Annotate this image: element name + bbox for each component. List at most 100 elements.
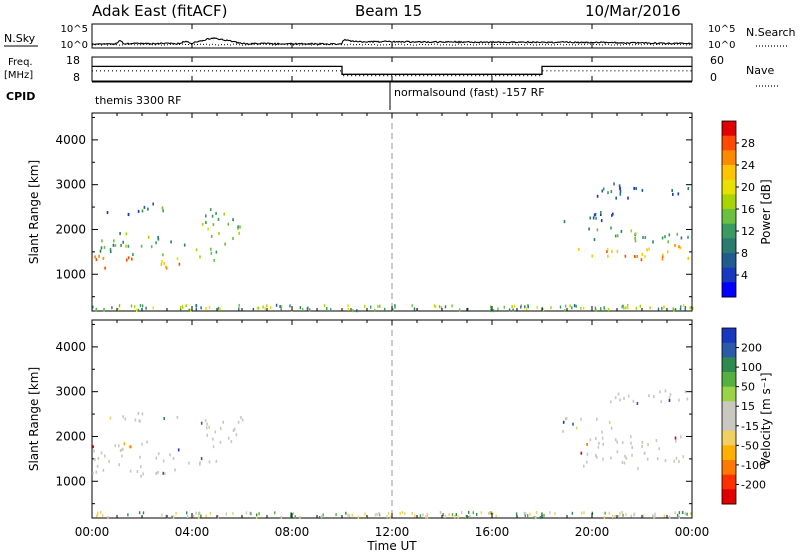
scatter-point: [205, 214, 207, 218]
scatter-point: [139, 304, 142, 308]
scatter-point: [232, 429, 235, 432]
scatter-point: [603, 307, 606, 311]
scatter-point: [141, 442, 143, 446]
scatter-point: [610, 426, 613, 430]
scatter-point: [630, 435, 632, 439]
scatter-point: [120, 243, 122, 247]
scatter-point: [606, 250, 608, 253]
scatter-point: [96, 514, 98, 518]
scatter-point: [618, 184, 621, 188]
scatter-point: [642, 514, 645, 518]
scatter-point: [164, 472, 166, 476]
colorbar-tick-label: -100: [741, 459, 766, 472]
scatter-point: [96, 513, 99, 517]
site-title: Adak East (fitACF): [92, 2, 227, 20]
scatter-point: [195, 248, 198, 252]
scatter-point: [102, 256, 105, 260]
scatter-point: [592, 216, 595, 220]
freq-left-label-1: Freq.: [8, 57, 33, 68]
nave-line: [92, 70, 692, 77]
scatter-point: [185, 304, 187, 308]
scatter-point: [162, 253, 164, 257]
scatter-point: [256, 306, 259, 310]
scatter-point: [630, 514, 632, 518]
scatter-point: [237, 420, 240, 424]
scatter-point: [658, 447, 660, 451]
scatter-point: [630, 229, 633, 233]
scatter-point: [374, 513, 377, 517]
scatter-point: [279, 305, 281, 308]
scatter-point: [199, 255, 201, 259]
scatter-point: [106, 211, 109, 214]
scatter-point: [163, 417, 165, 420]
scatter-point: [583, 511, 585, 515]
scatter-point: [488, 512, 490, 516]
scatter-point: [142, 511, 145, 515]
scatter-point: [170, 240, 172, 244]
scatter-point: [619, 189, 622, 193]
scatter-point: [595, 437, 597, 441]
scatter-point: [200, 514, 202, 518]
scatter-point: [274, 511, 276, 515]
scatter-point: [137, 308, 140, 312]
scatter-point: [644, 236, 647, 240]
scatter-point: [559, 305, 562, 309]
scatter-point: [335, 513, 337, 517]
scatter-point: [109, 250, 112, 254]
colorbar-tick-label: 100: [741, 361, 762, 374]
freq-left-tick-bottom: 8: [73, 71, 80, 84]
frequency-line: [92, 65, 692, 75]
scatter-point: [210, 251, 213, 255]
scatter-point: [215, 250, 218, 254]
scatter-point: [646, 457, 649, 461]
scatter-point: [586, 452, 589, 456]
scatter-point: [307, 306, 309, 310]
scatter-point: [379, 304, 381, 308]
scatter-point: [633, 513, 635, 517]
scatter-point: [572, 422, 574, 426]
scatter-point: [621, 305, 623, 309]
scatter-point: [182, 305, 184, 309]
scatter-point: [378, 511, 380, 515]
scatter-point: [668, 399, 671, 402]
scatter-point: [467, 516, 470, 519]
scatter-point: [457, 515, 459, 519]
scatter-point: [206, 433, 208, 437]
scatter-point: [219, 427, 222, 431]
scatter-point: [103, 308, 105, 311]
scatter-point: [103, 245, 106, 249]
scatter-point: [299, 515, 301, 519]
scatter-point: [113, 239, 115, 243]
noise-left-label: N.Sky: [4, 32, 36, 45]
scatter-point: [374, 309, 376, 312]
x-tick-label: 20:00: [575, 525, 610, 539]
colorbar-segment: [722, 238, 736, 254]
scatter-point: [199, 511, 201, 515]
scatter-point: [200, 306, 202, 310]
scatter-point: [508, 308, 511, 312]
colorbar-tick-label: 8: [741, 247, 748, 260]
scatter-point: [640, 258, 643, 262]
cpid-segment-2: normalsound (fast) -157 RF: [394, 86, 545, 99]
y-tick-label: 4000: [55, 133, 86, 147]
scatter-point: [280, 307, 282, 311]
scatter-point: [102, 468, 105, 472]
scatter-point: [401, 511, 404, 514]
colorbar-segment: [722, 445, 736, 461]
scatter-point: [177, 448, 180, 452]
scatter-point: [238, 307, 240, 311]
scatter-point: [641, 252, 644, 256]
scatter-point: [535, 511, 538, 514]
scatter-point: [107, 515, 109, 519]
scatter-point: [656, 457, 659, 461]
power-colorbar: 28 24 20 16 12 8 4: [721, 120, 755, 298]
scatter-point: [465, 514, 467, 518]
scatter-point: [594, 306, 597, 310]
scatter-point: [610, 456, 612, 460]
colorbar-segment: [722, 135, 736, 151]
scatter-point: [155, 471, 157, 475]
scatter-point: [97, 456, 100, 460]
colorbar-tick-label: -200: [741, 478, 766, 491]
scatter-point: [143, 205, 146, 209]
scatter-point: [292, 512, 295, 516]
